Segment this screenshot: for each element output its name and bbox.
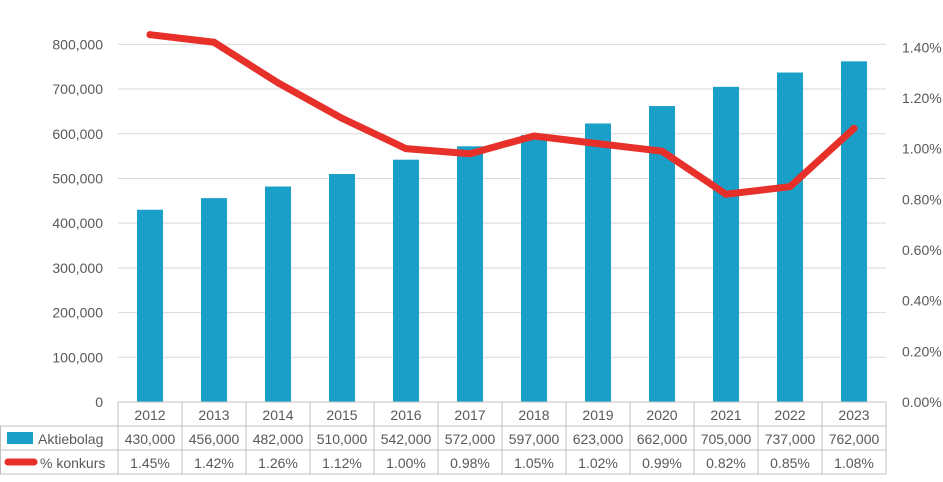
point-2023 bbox=[850, 124, 858, 132]
bar-2019 bbox=[585, 123, 611, 402]
left-axis-tick-label: 700,000 bbox=[52, 81, 103, 97]
category-label: 2019 bbox=[582, 407, 613, 423]
table-cell-aktiebolag: 482,000 bbox=[253, 431, 304, 447]
category-label: 2013 bbox=[198, 407, 229, 423]
bar-2022 bbox=[777, 72, 803, 403]
legend-swatch-aktiebolag bbox=[7, 432, 33, 444]
left-axis-tick-label: 400,000 bbox=[52, 215, 103, 231]
bar-2016 bbox=[393, 159, 419, 402]
bar-2013 bbox=[201, 198, 227, 402]
bar-2023 bbox=[841, 61, 867, 402]
bar-2018 bbox=[521, 135, 547, 402]
category-label: 2021 bbox=[710, 407, 741, 423]
category-label: 2014 bbox=[262, 407, 293, 423]
data-table: 2012 2013 2014 2015 2016 2017 2018 2019 2020 2021… bbox=[0, 401, 887, 475]
left-axis-tick-label: 0 bbox=[95, 394, 103, 410]
right-axis-tick-label: 0.00% bbox=[902, 394, 942, 410]
point-2020 bbox=[658, 147, 666, 155]
category-label: 2012 bbox=[134, 407, 165, 423]
grid-lines bbox=[118, 43, 886, 403]
table-cell-konkurs: 1.45% bbox=[130, 455, 170, 471]
legend-label-aktiebolag: Aktiebolag bbox=[38, 431, 103, 447]
right-axis-tick-label: 1.40% bbox=[902, 39, 942, 55]
left-axis-tick-label: 800,000 bbox=[52, 36, 103, 52]
table-cell-aktiebolag: 597,000 bbox=[509, 431, 560, 447]
table-cell-konkurs: 0.85% bbox=[770, 455, 810, 471]
line-series bbox=[146, 31, 858, 198]
point-2014 bbox=[274, 79, 282, 87]
left-axis-tick-label: 500,000 bbox=[52, 170, 103, 186]
category-label: 2017 bbox=[454, 407, 485, 423]
right-axis-tick-label: 0.60% bbox=[902, 242, 942, 258]
bar-2017 bbox=[457, 146, 483, 402]
category-label: 2023 bbox=[838, 407, 869, 423]
point-2013 bbox=[210, 38, 218, 46]
table-cell-konkurs: 1.26% bbox=[258, 455, 298, 471]
table-cell-aktiebolag: 705,000 bbox=[701, 431, 752, 447]
table-cell-konkurs: 1.42% bbox=[194, 455, 234, 471]
bar-2015 bbox=[329, 174, 355, 402]
right-axis-tick-label: 0.40% bbox=[902, 293, 942, 309]
bar-2012 bbox=[137, 209, 163, 402]
right-axis-tick-label: 1.20% bbox=[902, 90, 942, 106]
table-cell-konkurs: 1.02% bbox=[578, 455, 618, 471]
point-2012 bbox=[146, 31, 154, 39]
table-cell-aktiebolag: 510,000 bbox=[317, 431, 368, 447]
point-2021 bbox=[722, 190, 730, 198]
category-label: 2018 bbox=[518, 407, 549, 423]
right-axis: 0.00% 0.20% 0.40% 0.60% 0.80% 1.00% 1.20% 1.40% bbox=[902, 39, 942, 410]
point-2017 bbox=[466, 150, 474, 158]
table-cell-aktiebolag: 662,000 bbox=[637, 431, 688, 447]
point-2015 bbox=[338, 114, 346, 122]
table-cell-konkurs: 1.05% bbox=[514, 455, 554, 471]
left-axis-tick-label: 600,000 bbox=[52, 126, 103, 142]
point-2019 bbox=[594, 140, 602, 148]
bar-series bbox=[137, 61, 867, 403]
table-cell-konkurs: 1.12% bbox=[322, 455, 362, 471]
left-axis: 0 100,000 200,000 300,000 400,000 500,000 600,… bbox=[52, 36, 103, 410]
table-cell-konkurs: 1.00% bbox=[386, 455, 426, 471]
table-cell-aktiebolag: 542,000 bbox=[381, 431, 432, 447]
right-axis-tick-label: 0.80% bbox=[902, 191, 942, 207]
left-axis-tick-label: 100,000 bbox=[52, 349, 103, 365]
line-konkurs bbox=[146, 31, 858, 198]
table-cell-konkurs: 1.08% bbox=[834, 455, 874, 471]
point-2022 bbox=[786, 183, 794, 191]
table-cell-aktiebolag: 430,000 bbox=[125, 431, 176, 447]
right-axis-tick-label: 1.00% bbox=[902, 141, 942, 157]
bar-2021 bbox=[713, 86, 739, 402]
table-cell-konkurs: 0.82% bbox=[706, 455, 746, 471]
category-label: 2022 bbox=[774, 407, 805, 423]
category-label: 2016 bbox=[390, 407, 421, 423]
table-cell-aktiebolag: 762,000 bbox=[829, 431, 880, 447]
table-cell-aktiebolag: 456,000 bbox=[189, 431, 240, 447]
table-cell-aktiebolag: 737,000 bbox=[765, 431, 816, 447]
table-cell-konkurs: 0.99% bbox=[642, 455, 682, 471]
table-cell-aktiebolag: 623,000 bbox=[573, 431, 624, 447]
category-label: 2015 bbox=[326, 407, 357, 423]
point-2018 bbox=[530, 132, 538, 140]
category-label: 2020 bbox=[646, 407, 677, 423]
legend-label-konkurs: % konkurs bbox=[40, 455, 105, 471]
point-2016 bbox=[402, 145, 410, 153]
right-axis-tick-label: 0.20% bbox=[902, 343, 942, 359]
left-axis-tick-label: 200,000 bbox=[52, 305, 103, 321]
table-cell-aktiebolag: 572,000 bbox=[445, 431, 496, 447]
table-cell-konkurs: 0.98% bbox=[450, 455, 490, 471]
left-axis-tick-label: 300,000 bbox=[52, 260, 103, 276]
bar-2014 bbox=[265, 186, 291, 402]
